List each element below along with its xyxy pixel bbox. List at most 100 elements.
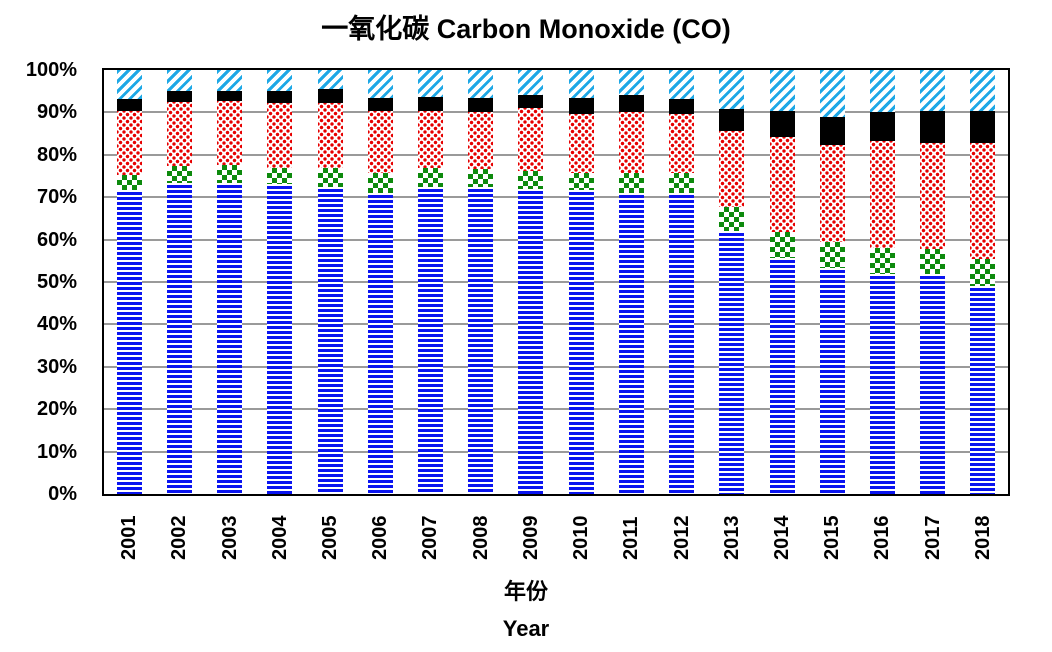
bar-segment-series-2 bbox=[367, 173, 393, 193]
y-tick-label: 30% bbox=[36, 355, 77, 378]
x-tick-label: 2009 bbox=[519, 515, 542, 561]
bar-segment-series-1 bbox=[618, 192, 644, 494]
bar-segment-series-1 bbox=[819, 268, 845, 494]
bar-segment-series-2 bbox=[166, 166, 192, 183]
bar-segment-series-1 bbox=[719, 231, 745, 494]
y-tick-label: 0% bbox=[48, 483, 77, 505]
bar-segment-series-2 bbox=[568, 172, 594, 190]
bar-segment-series-4 bbox=[217, 90, 243, 102]
bar-segment-series-1 bbox=[217, 182, 243, 494]
bar-2005 bbox=[317, 70, 343, 494]
bar-segment-series-5 bbox=[669, 70, 695, 99]
bar-segment-series-4 bbox=[367, 97, 393, 111]
bar-segment-series-3 bbox=[166, 101, 192, 167]
bar-segment-series-4 bbox=[669, 98, 695, 115]
bar-segment-series-4 bbox=[769, 110, 795, 137]
bar-segment-series-2 bbox=[518, 170, 544, 190]
y-tick-label: 40% bbox=[36, 313, 77, 336]
bar-segment-series-4 bbox=[166, 90, 192, 102]
x-tick-label: 2008 bbox=[469, 515, 492, 561]
bar-segment-series-2 bbox=[468, 168, 494, 188]
bar-segment-series-3 bbox=[669, 114, 695, 174]
bar-segment-series-3 bbox=[920, 142, 946, 249]
bar-segment-series-3 bbox=[518, 108, 544, 171]
bar-segment-series-3 bbox=[970, 142, 996, 260]
bar-segment-series-1 bbox=[116, 190, 142, 494]
x-tick-label: 2004 bbox=[268, 515, 291, 561]
bar-segment-series-1 bbox=[267, 184, 293, 494]
bar-segment-series-2 bbox=[317, 167, 343, 188]
x-tick-label: 2016 bbox=[871, 515, 894, 561]
gridline bbox=[104, 450, 1008, 453]
plot-area bbox=[102, 68, 1010, 496]
x-tick-label: 2013 bbox=[720, 515, 743, 561]
bar-2007 bbox=[417, 70, 443, 494]
bar-segment-series-2 bbox=[970, 259, 996, 286]
gridline bbox=[104, 238, 1008, 241]
bar-2016 bbox=[869, 70, 895, 494]
bar-segment-series-4 bbox=[518, 95, 544, 109]
bar-segment-series-1 bbox=[669, 192, 695, 494]
bar-2011 bbox=[618, 70, 644, 494]
bar-segment-series-2 bbox=[417, 167, 443, 188]
bar-2017 bbox=[920, 70, 946, 494]
bar-segment-series-1 bbox=[317, 187, 343, 494]
bar-segment-series-2 bbox=[769, 231, 795, 259]
bar-segment-series-3 bbox=[618, 111, 644, 173]
y-tick-label: 70% bbox=[36, 186, 77, 209]
y-tick-label: 20% bbox=[36, 398, 77, 421]
x-tick-label: 2001 bbox=[118, 515, 141, 561]
gridline bbox=[104, 281, 1008, 283]
chart-title: 一氧化碳 Carbon Monoxide (CO) bbox=[321, 14, 731, 44]
y-tick-label: 100% bbox=[25, 59, 77, 81]
bar-segment-series-5 bbox=[769, 70, 795, 111]
bar-segment-series-2 bbox=[719, 206, 745, 232]
x-tick-label: 2012 bbox=[670, 515, 693, 561]
bar-segment-series-2 bbox=[618, 172, 644, 193]
bar-segment-series-2 bbox=[869, 247, 895, 275]
bar-segment-series-1 bbox=[367, 192, 393, 494]
gridline bbox=[104, 323, 1008, 326]
bar-2006 bbox=[367, 70, 393, 494]
gridline bbox=[104, 196, 1008, 199]
bar-2002 bbox=[166, 70, 192, 494]
gridline bbox=[104, 365, 1008, 368]
bar-segment-series-1 bbox=[920, 274, 946, 494]
x-tick-label: 2006 bbox=[369, 515, 392, 561]
bar-2001 bbox=[116, 70, 142, 494]
bar-segment-series-5 bbox=[367, 70, 393, 98]
bar-segment-series-5 bbox=[267, 70, 293, 92]
bar-segment-series-5 bbox=[618, 70, 644, 96]
bar-segment-series-3 bbox=[468, 112, 494, 169]
bar-segment-series-2 bbox=[920, 248, 946, 275]
x-tick-label: 2005 bbox=[319, 515, 341, 561]
bar-segment-series-4 bbox=[618, 95, 644, 112]
gridline bbox=[104, 111, 1008, 114]
bar-segment-series-3 bbox=[417, 110, 443, 168]
bar-2013 bbox=[719, 70, 745, 494]
bar-segment-series-4 bbox=[719, 108, 745, 131]
bar-segment-series-2 bbox=[217, 164, 243, 183]
bar-segment-series-3 bbox=[367, 110, 393, 174]
bar-segment-series-1 bbox=[166, 182, 192, 494]
x-tick-label: 2017 bbox=[921, 515, 944, 561]
y-tick-label: 90% bbox=[36, 101, 77, 124]
bar-segment-series-3 bbox=[869, 140, 895, 248]
bar-segment-series-5 bbox=[568, 70, 594, 99]
bar-segment-series-4 bbox=[819, 116, 845, 145]
bar-segment-series-5 bbox=[970, 70, 996, 111]
bar-segment-series-5 bbox=[869, 70, 895, 113]
x-tick-label: 2014 bbox=[771, 515, 793, 561]
bar-segment-series-5 bbox=[819, 70, 845, 117]
y-tick-label: 10% bbox=[36, 440, 77, 463]
bar-segment-series-1 bbox=[568, 190, 594, 494]
bar-segment-series-5 bbox=[417, 70, 443, 97]
bar-segment-series-3 bbox=[317, 102, 343, 168]
x-tick-label: 2010 bbox=[570, 515, 593, 561]
x-tick-label: 2011 bbox=[620, 516, 643, 560]
bar-segment-series-3 bbox=[719, 130, 745, 207]
y-tick-label: 50% bbox=[36, 271, 77, 293]
bar-segment-series-4 bbox=[869, 112, 895, 141]
bar-segment-series-5 bbox=[719, 70, 745, 109]
bar-segment-series-4 bbox=[468, 98, 494, 113]
